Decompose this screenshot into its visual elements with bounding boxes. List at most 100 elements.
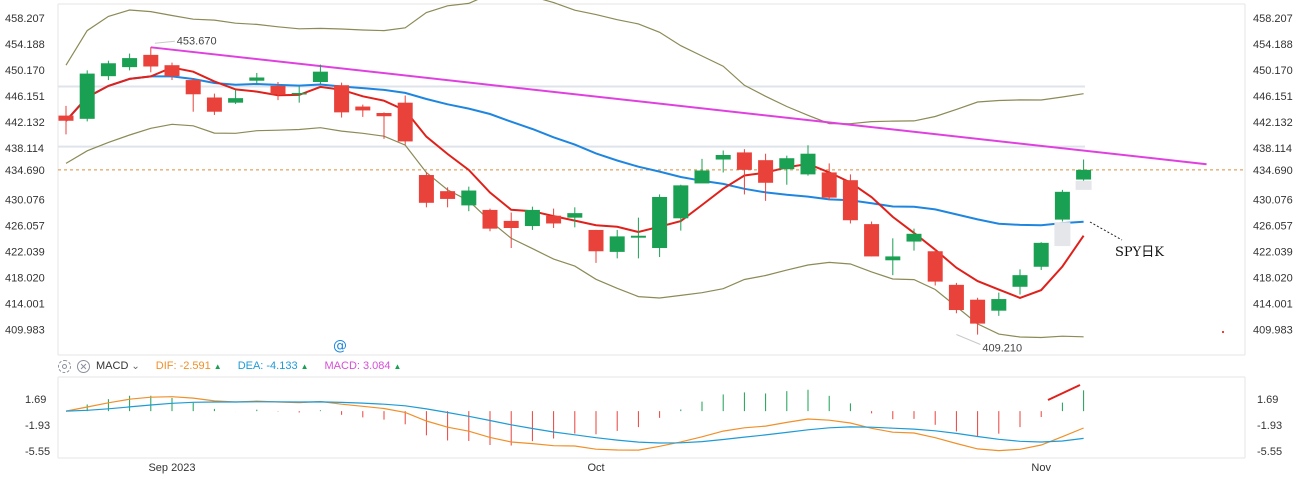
candle-body	[503, 220, 519, 228]
ma-slow-line	[65, 75, 1084, 227]
candle	[588, 229, 604, 263]
candle	[397, 95, 413, 145]
candle	[1054, 189, 1070, 222]
candle-body	[440, 191, 456, 199]
at-sign-icon: @	[333, 338, 347, 354]
candle-body	[1033, 242, 1049, 267]
candle	[842, 174, 858, 224]
macd-lines	[65, 384, 1084, 452]
price-tick-left: 454.188	[5, 39, 45, 51]
up-arrow-icon: ▲	[213, 361, 222, 371]
candle-body	[736, 152, 752, 170]
close-icon[interactable]	[77, 359, 90, 373]
price-tick-left: 458.207	[5, 13, 45, 25]
candle-body	[779, 158, 795, 170]
candle-body	[461, 190, 477, 206]
candle	[1012, 269, 1028, 295]
candle-body	[312, 71, 328, 82]
candle	[1076, 159, 1092, 181]
candle	[821, 163, 837, 201]
low-price-label: 409.210	[982, 343, 1022, 355]
high-price-label: 453.670	[177, 35, 217, 47]
price-tick-left: 414.001	[5, 299, 45, 311]
candle-body	[567, 213, 583, 218]
candle	[482, 208, 498, 232]
candle	[312, 64, 328, 84]
current-price-label-right: 434.690	[1253, 165, 1293, 177]
candle-body	[100, 63, 116, 77]
trendline	[150, 46, 1207, 166]
candle-body	[228, 98, 244, 103]
dif-label: DIF:	[155, 360, 177, 372]
lower-band	[65, 123, 1084, 339]
dea-line	[65, 401, 1084, 444]
candle-body	[524, 209, 540, 227]
candle-body	[1012, 275, 1028, 287]
candle	[440, 187, 456, 208]
macd-tick-right: -5.55	[1257, 446, 1282, 458]
candle-body	[694, 170, 710, 184]
price-tick-right: 414.001	[1253, 299, 1293, 311]
candle-body	[334, 85, 350, 113]
candle-body	[546, 215, 562, 224]
candle-body	[249, 77, 265, 81]
candle-body	[906, 233, 922, 242]
candle-body	[482, 209, 498, 229]
upper-band	[65, 0, 1084, 125]
price-tick-left: 450.170	[5, 65, 45, 77]
candle	[800, 145, 816, 176]
candle	[122, 53, 138, 71]
annotations: 453.670 409.210 SPY日K @	[154, 35, 1224, 355]
candle	[249, 72, 265, 84]
dif-value: -2.591	[179, 360, 211, 372]
candle	[291, 86, 307, 103]
candle-body	[58, 115, 74, 121]
candle-body	[206, 97, 222, 112]
candle-body	[842, 180, 858, 221]
candle	[630, 217, 646, 259]
candle-body	[800, 153, 816, 175]
candle-body	[864, 224, 880, 257]
marker-dot	[1222, 331, 1224, 333]
price-tick-left: 418.020	[5, 273, 45, 285]
candle	[503, 212, 519, 249]
price-axis-left: 458.207 454.188 450.170 446.151 442.132 438.1…	[5, 13, 45, 337]
low-leader	[956, 334, 981, 345]
candle-body	[630, 235, 646, 238]
price-tick-right: 426.057	[1253, 221, 1293, 233]
candle-body	[948, 284, 964, 311]
x-tick-label: Oct	[587, 462, 604, 474]
candle-body	[79, 73, 95, 119]
indicator-selector[interactable]: MACD ⌄	[96, 360, 140, 372]
candle-body	[991, 299, 1007, 311]
candle	[652, 194, 668, 258]
indicator-name: MACD	[96, 360, 129, 372]
gear-icon[interactable]	[58, 359, 71, 373]
macd-tick-left: 1.69	[25, 394, 46, 406]
candle	[736, 149, 752, 195]
candle	[715, 150, 731, 173]
macd-readout: MACD: 3.084 ▲	[325, 360, 402, 372]
candle	[355, 104, 371, 117]
high-leader	[154, 40, 175, 44]
candle	[885, 238, 901, 276]
macd-gridlines	[57, 376, 1246, 459]
price-tick-right: 418.020	[1253, 273, 1293, 285]
price-tick-right: 430.076	[1253, 195, 1293, 207]
candle-body	[588, 229, 604, 252]
candle	[376, 112, 392, 139]
price-tick-right: 450.170	[1253, 65, 1293, 77]
dif-readout: DIF: -2.591 ▲	[156, 360, 222, 372]
candle-body	[270, 85, 286, 95]
candle-body	[185, 80, 201, 95]
bollinger-bands	[65, 0, 1084, 339]
candle-body	[821, 172, 837, 198]
candle	[228, 89, 244, 104]
macd-label: MACD:	[324, 360, 360, 372]
candle	[164, 62, 180, 81]
candle	[418, 172, 434, 208]
price-tick-right: 458.207	[1253, 13, 1293, 25]
price-tick-left: 442.132	[5, 117, 45, 129]
candle	[948, 282, 964, 314]
